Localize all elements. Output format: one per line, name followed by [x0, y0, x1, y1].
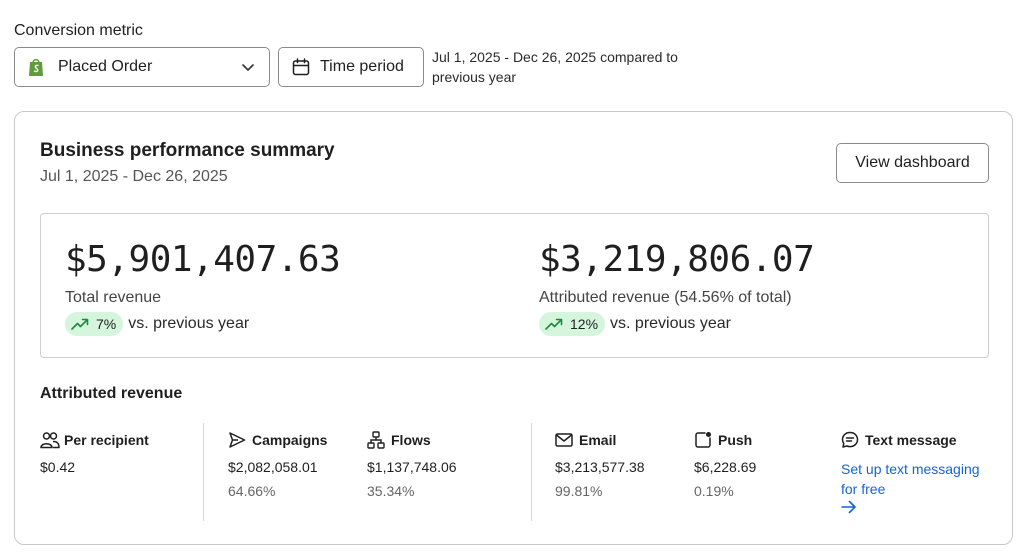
total-revenue-change: 7% — [96, 316, 117, 332]
attributed-revenue-heading: Attributed revenue — [40, 385, 183, 402]
email-stat: Email $3,213,577.38 99.81% — [555, 430, 645, 499]
people-icon — [40, 431, 60, 449]
chat-bubble-icon — [841, 431, 861, 449]
email-label: Email — [579, 432, 617, 448]
push-stat: Push $6,228.69 0.19% — [694, 430, 756, 499]
per-recipient-label: Per recipient — [64, 432, 149, 448]
flows-percent: 35.34% — [367, 483, 415, 499]
text-message-label: Text message — [865, 432, 957, 448]
view-dashboard-button[interactable]: View dashboard — [836, 143, 989, 183]
arrow-right-icon[interactable] — [841, 500, 859, 516]
business-performance-card: Business performance summary Jul 1, 2025… — [14, 111, 1013, 545]
total-revenue-value: $5,901,407.63 — [65, 239, 341, 280]
flows-value: $1,137,748.06 — [367, 459, 457, 475]
attributed-revenue-block: $3,219,806.07 Attributed revenue (54.56%… — [539, 238, 815, 336]
email-percent: 99.81% — [555, 483, 603, 499]
card-date-range: Jul 1, 2025 - Dec 26, 2025 — [40, 168, 228, 185]
trend-up-icon — [545, 317, 563, 331]
email-value: $3,213,577.38 — [555, 459, 645, 475]
push-notification-icon — [694, 431, 714, 449]
per-recipient-value: $0.42 — [40, 459, 76, 475]
flows-label: Flows — [391, 432, 431, 448]
conversion-metric-value: Placed Order — [58, 58, 153, 75]
conversion-metric-label: Conversion metric — [14, 22, 143, 39]
time-period-label: Time period — [320, 58, 404, 75]
shopify-bag-icon — [27, 56, 47, 78]
campaigns-value: $2,082,058.01 — [228, 459, 318, 475]
trend-up-icon — [71, 317, 89, 331]
conversion-metric-select[interactable]: Placed Order — [14, 47, 270, 87]
attributed-revenue-value: $3,219,806.07 — [539, 239, 815, 280]
revenue-totals-panel: $5,901,407.63 Total revenue 7% vs. previ… — [40, 213, 989, 358]
campaigns-percent: 64.66% — [228, 483, 276, 499]
push-percent: 0.19% — [694, 483, 734, 499]
attributed-revenue-label: Attributed revenue (54.56% of total) — [539, 289, 792, 306]
stat-divider — [203, 423, 204, 521]
text-message-stat: Text message Set up text messaging for f… — [841, 430, 981, 516]
total-revenue-block: $5,901,407.63 Total revenue 7% vs. previ… — [65, 238, 341, 336]
push-label: Push — [718, 432, 753, 448]
card-title: Business performance summary — [40, 140, 335, 161]
campaigns-label: Campaigns — [252, 432, 328, 448]
campaigns-stat: Campaigns $2,082,058.01 64.66% — [228, 430, 327, 499]
flow-icon — [367, 431, 387, 449]
mail-icon — [555, 431, 575, 449]
total-revenue-trend-badge: 7% — [65, 312, 124, 336]
per-recipient-stat: Per recipient $0.42 — [40, 430, 149, 475]
attributed-revenue-change: 12% — [570, 316, 599, 332]
chevron-down-icon — [241, 59, 257, 75]
total-revenue-label: Total revenue — [65, 289, 162, 306]
attributed-revenue-comparison: vs. previous year — [610, 315, 731, 332]
setup-text-messaging-link[interactable]: Set up text messaging for free — [841, 461, 980, 497]
flows-stat: Flows $1,137,748.06 35.34% — [367, 430, 457, 499]
stat-divider — [531, 423, 532, 521]
attributed-revenue-trend-badge: 12% — [539, 312, 606, 336]
total-revenue-comparison: vs. previous year — [128, 315, 250, 332]
time-period-description: Jul 1, 2025 - Dec 26, 2025 compared to p… — [432, 49, 678, 85]
send-icon — [228, 431, 248, 449]
push-value: $6,228.69 — [694, 459, 757, 475]
calendar-icon — [292, 58, 310, 76]
time-period-button[interactable]: Time period — [278, 47, 424, 87]
